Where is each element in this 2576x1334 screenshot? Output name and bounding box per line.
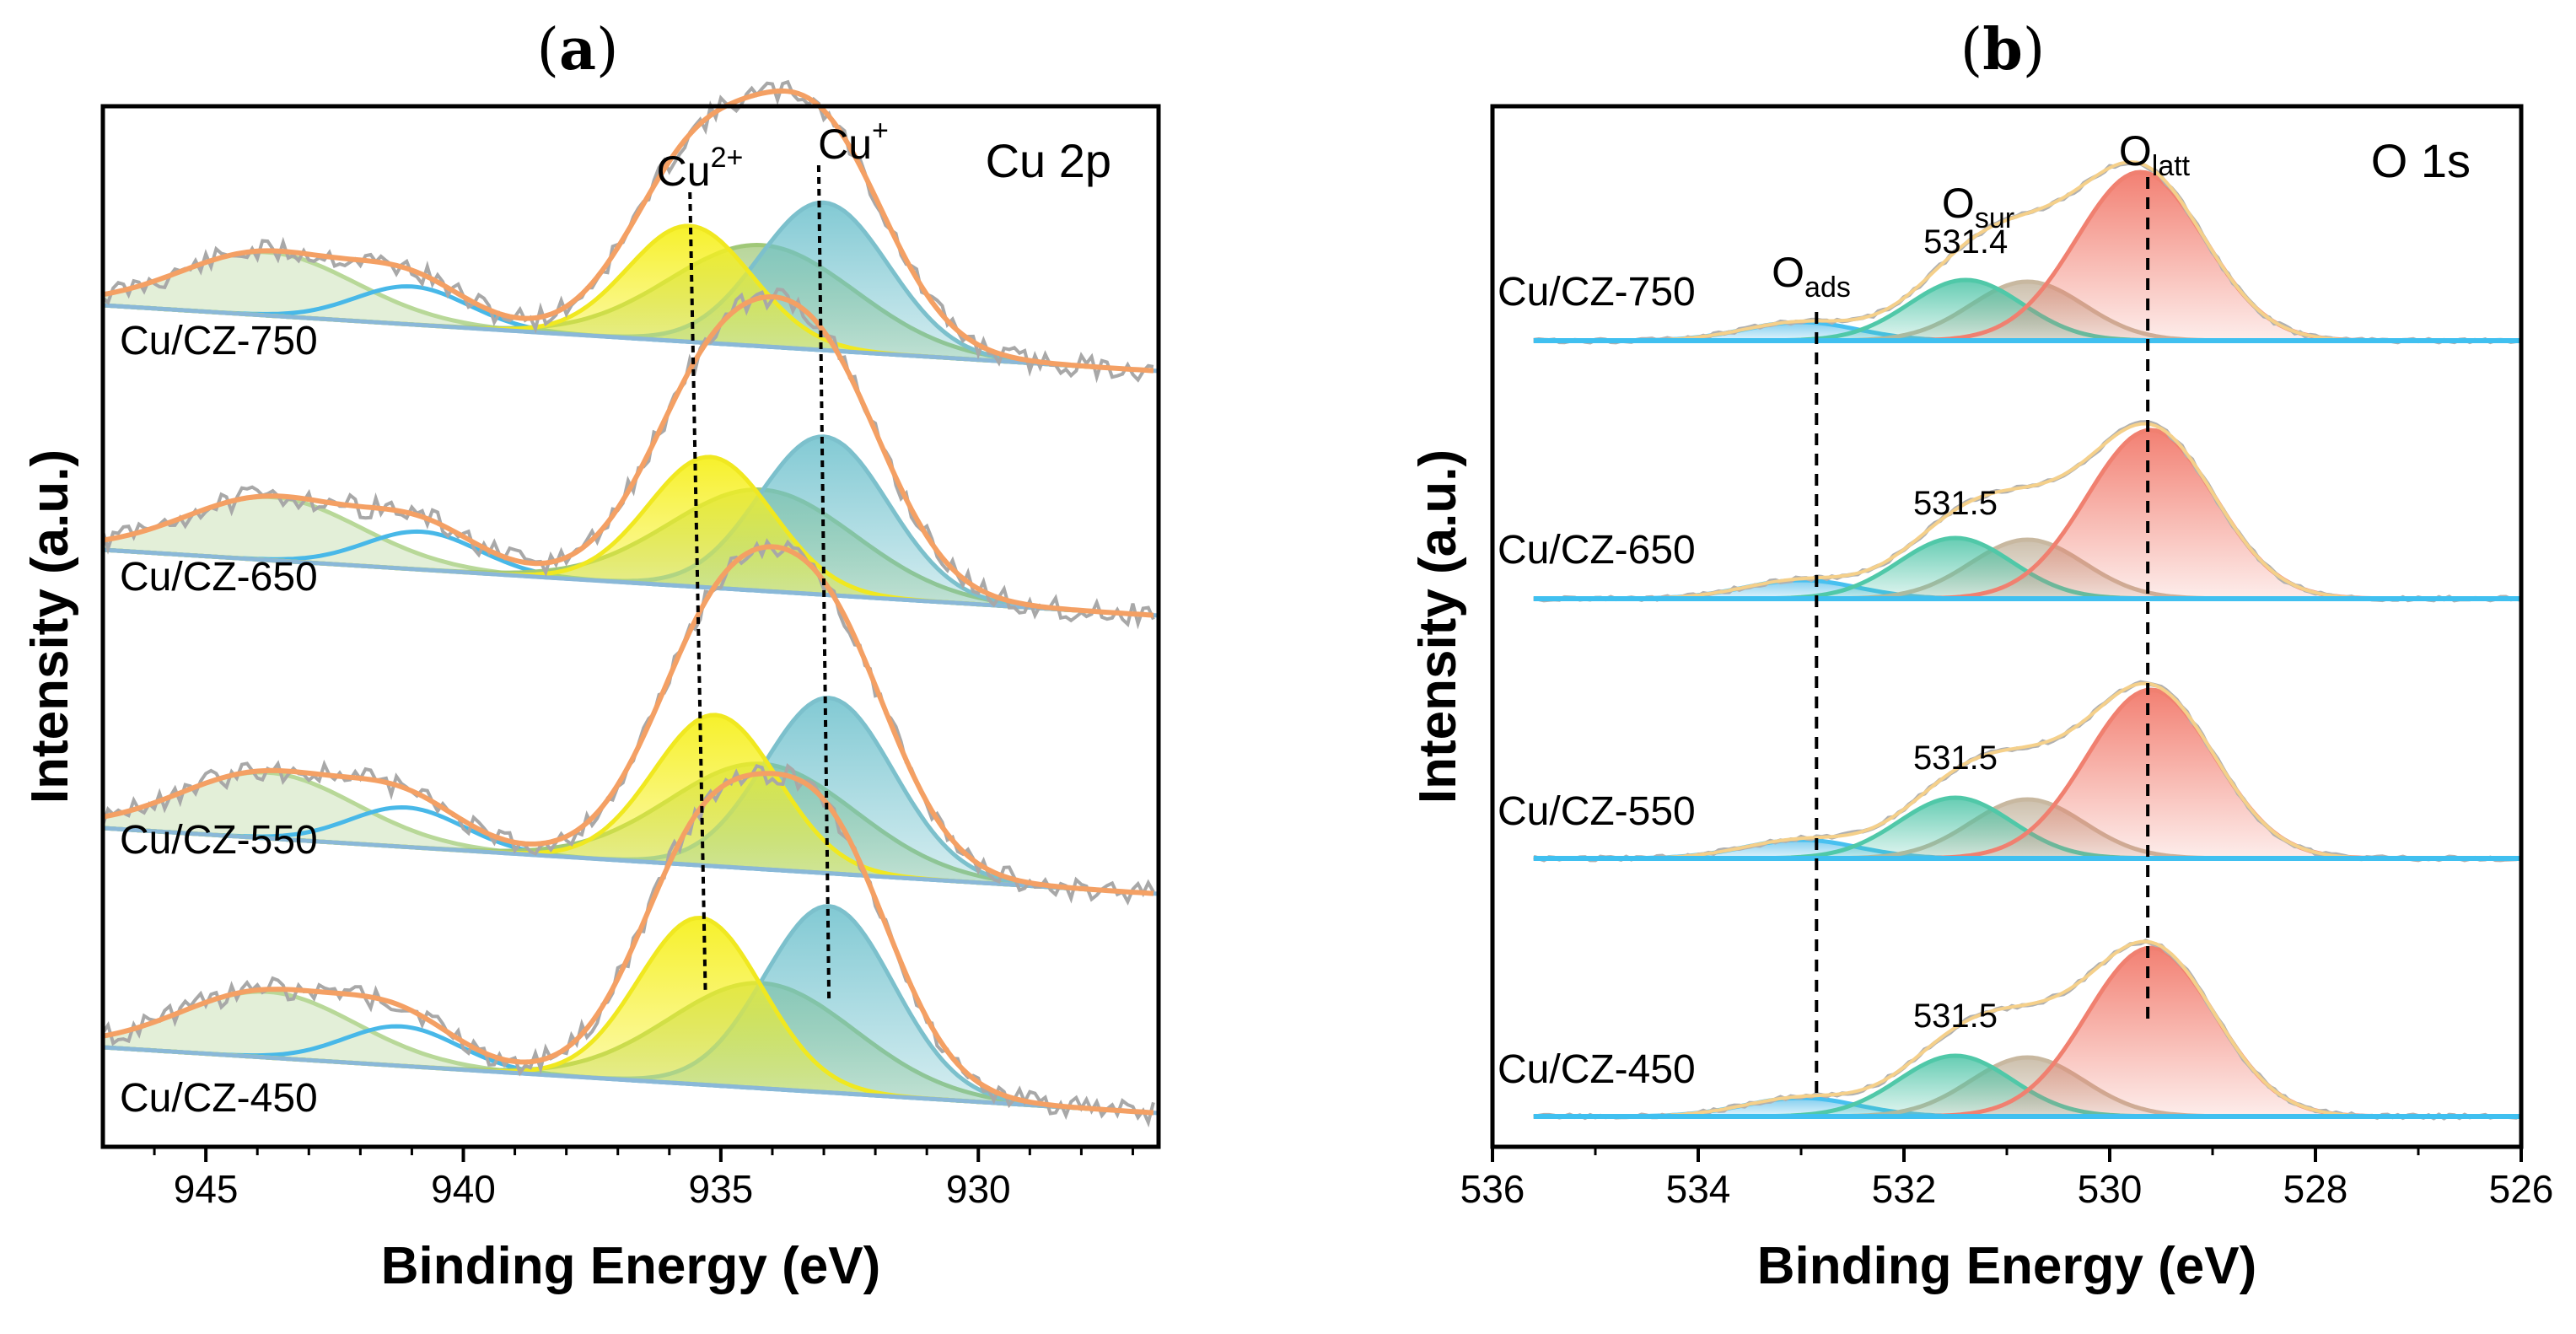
sample-spectrum-b xyxy=(1533,160,2522,345)
x-tick-label-b: 536 xyxy=(1460,1167,1525,1211)
background-line xyxy=(102,826,1159,896)
x-tick-label-a: 935 xyxy=(689,1167,754,1211)
sample-label: Cu/CZ-650 xyxy=(1498,528,1696,573)
o1s-spectra xyxy=(1533,160,2523,1121)
sample-label: Cu/CZ-450 xyxy=(120,1076,318,1121)
panel-letter-b: b xyxy=(1982,16,2023,83)
fit-component-fill xyxy=(103,225,1154,371)
sample-labels-b: Cu/CZ-750 531.4 Cu/CZ-650 531.5 Cu/CZ-550 531… xyxy=(1498,223,2008,1092)
plot-frame-a xyxy=(100,104,1161,1149)
x-tick-label-b: 530 xyxy=(2078,1167,2143,1211)
panel-label-b: (b) xyxy=(1960,16,2046,83)
sample-spectrum-b xyxy=(1533,939,2523,1121)
panel-b: (b) 536 534 532 530 528 526 Cu/CZ-750531.4Cu/… xyxy=(1409,16,2553,1295)
o-sur-value-label: 531.5 xyxy=(1913,485,1998,522)
fit-component-fill xyxy=(1533,1098,2521,1116)
fit-component-fill xyxy=(103,436,1154,616)
fit-component-fill xyxy=(103,456,1154,616)
fit-component-fill xyxy=(1533,799,2521,858)
x-tick-label-b: 534 xyxy=(1666,1167,1731,1211)
chart-title-o1s: O 1s xyxy=(2371,134,2471,187)
peak-markers-b xyxy=(1815,177,2150,1096)
raw-data-line xyxy=(101,762,1155,1128)
o-sur-label: Osur xyxy=(1942,180,2014,234)
x-tick-label-a: 945 xyxy=(174,1167,239,1211)
o-ads-label: Oads xyxy=(1772,249,1851,304)
sample-spectrum-a xyxy=(101,762,1159,1128)
fit-component-fill xyxy=(103,697,1154,894)
background-line xyxy=(102,303,1159,374)
y-axis-title-a: Intensity (a.u.) xyxy=(21,449,79,804)
plot-frame-b xyxy=(1490,104,2524,1149)
fit-component-fill xyxy=(103,714,1154,894)
o-sur-value-label: 531.5 xyxy=(1913,740,1998,777)
sample-spectrum-a xyxy=(101,538,1159,906)
sample-label: Cu/CZ-550 xyxy=(120,818,318,863)
fit-component-fill xyxy=(103,202,1154,371)
o-latt-label: Olatt xyxy=(2119,127,2191,182)
envelope-line xyxy=(102,771,1154,1116)
x-tick-label-a: 940 xyxy=(431,1167,496,1211)
o-sur-value-label: 531.5 xyxy=(1913,998,1998,1035)
y-axis-title-b: Intensity (a.u.) xyxy=(1409,449,1467,804)
fit-component-fill xyxy=(103,906,1154,1113)
x-axis-a: 945 940 935 930 xyxy=(153,1147,1134,1211)
fit-component-fill xyxy=(1533,540,2521,599)
cu2p-spectra xyxy=(101,79,1159,1128)
sample-label: Cu/CZ-750 xyxy=(1498,270,1696,315)
x-tick-label-b: 528 xyxy=(2283,1167,2348,1211)
sample-label: Cu/CZ-750 xyxy=(120,319,318,363)
envelope-line xyxy=(102,88,1154,374)
sample-label: Cu/CZ-550 xyxy=(1498,789,1696,834)
fit-component-fill xyxy=(103,917,1154,1113)
sample-label: Cu/CZ-450 xyxy=(1498,1047,1696,1092)
sample-spectrum-b xyxy=(1533,680,2522,863)
fit-component-fill xyxy=(1533,322,2521,341)
panel-label-a: (a) xyxy=(536,16,618,83)
sample-spectrum-b xyxy=(1533,420,2522,603)
envelope-line xyxy=(102,544,1154,896)
fit-component-fill xyxy=(1533,1057,2521,1116)
cuplus-label: Cu+ xyxy=(818,115,889,168)
background-line xyxy=(102,547,1159,618)
sample-labels-a: Cu/CZ-750 Cu/CZ-650 Cu/CZ-550 Cu/CZ-450 xyxy=(120,319,318,1121)
fit-component-fill xyxy=(1533,840,2521,858)
x-axis-b: 536 534 532 530 528 526 xyxy=(1460,1147,2554,1211)
envelope-line xyxy=(102,293,1154,618)
x-tick-label-b: 526 xyxy=(2489,1167,2554,1211)
sample-label: Cu/CZ-650 xyxy=(120,555,318,600)
sample-spectrum-a xyxy=(101,79,1159,384)
fit-component-fill xyxy=(1533,172,2521,341)
x-tick-label-b: 532 xyxy=(1872,1167,1937,1211)
o-sur-value-label: 531.4 xyxy=(1923,223,2008,261)
x-axis-title-a: Binding Energy (eV) xyxy=(381,1237,880,1295)
fit-component-fill xyxy=(1533,580,2521,599)
x-axis-title-b: Binding Energy (eV) xyxy=(1757,1237,2256,1295)
peak-markers-a xyxy=(688,164,831,1003)
x-tick-label-a: 930 xyxy=(946,1167,1011,1211)
cuplus-marker-line xyxy=(816,164,831,1003)
fit-component-line xyxy=(1533,428,2521,601)
chart-title-cu2p: Cu 2p xyxy=(986,134,1111,187)
cu2plus-marker-line xyxy=(688,191,707,992)
panel-letter-a: a xyxy=(559,16,596,83)
sample-spectrum-a xyxy=(101,287,1159,630)
panel-a: (a) 945 940 935 930 Cu/CZ-750Cu/CZ-650Cu/CZ… xyxy=(21,16,1161,1295)
background-line xyxy=(102,1045,1159,1116)
cu2plus-label: Cu2+ xyxy=(657,142,744,195)
